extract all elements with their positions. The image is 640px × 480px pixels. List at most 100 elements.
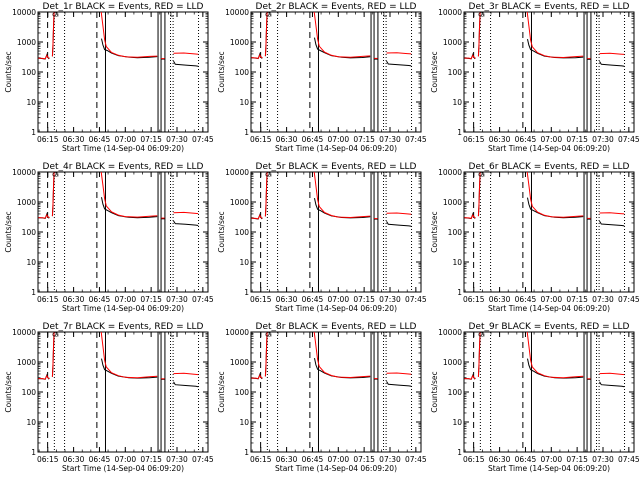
- x-tick-label: 07:30: [379, 455, 401, 464]
- x-axis-label: Start Time (14-Sep-04 06:09:20): [275, 144, 397, 153]
- x-tick-label: 07:15: [140, 455, 162, 464]
- series-lld-line: [38, 374, 50, 380]
- x-tick-label: 07:15: [353, 295, 375, 304]
- x-tick-label: 07:30: [592, 135, 614, 144]
- series-lld-line: [526, 172, 584, 218]
- series-lld-line: [264, 12, 268, 57]
- series-events-line: [527, 197, 584, 219]
- y-tick-label: 1000: [230, 198, 249, 207]
- marker-label: a: [55, 11, 59, 19]
- x-axis-label: Start Time (14-Sep-04 06:09:20): [62, 304, 184, 313]
- x-tick-label: 07:15: [566, 295, 588, 304]
- y-tick-label: 1000: [443, 198, 462, 207]
- panel-title: Det_2r BLACK = Events, RED = LLD: [256, 2, 417, 12]
- y-tick-label: 100: [235, 388, 250, 397]
- marker-label: c: [265, 11, 269, 19]
- x-axis-label: Start Time (14-Sep-04 06:09:20): [275, 464, 397, 473]
- x-tick-label: 07:15: [566, 455, 588, 464]
- detector-panel: Det_8r BLACK = Events, RED = LLD 1 10 100 10…: [217, 322, 427, 473]
- axes-frame: [250, 331, 422, 453]
- x-tick-label: 07:30: [166, 295, 188, 304]
- series-lld-line: [526, 12, 584, 59]
- plot-area: [38, 332, 199, 388]
- marker-label: c: [265, 331, 269, 339]
- x-tick-label: 06:45: [89, 295, 111, 304]
- x-tick-label: 07:30: [166, 135, 188, 144]
- marker-label: L: [596, 331, 600, 339]
- series-events-line: [527, 38, 584, 59]
- x-tick-label: 06:30: [489, 455, 511, 464]
- x-tick-label: 06:45: [89, 135, 111, 144]
- x-tick-label: 07:30: [379, 295, 401, 304]
- axes-frame: [463, 11, 635, 133]
- x-tick-label: 07:30: [379, 135, 401, 144]
- x-tick-label: 06:15: [250, 455, 272, 464]
- x-tick-label: 07:15: [353, 455, 375, 464]
- y-axis-label: Counts/sec: [4, 371, 13, 412]
- detector-panel: Det_2r BLACK = Events, RED = LLD 1 10 100 10…: [217, 2, 427, 153]
- series-lld-line: [100, 172, 158, 218]
- panel-title: Det_7r BLACK = Events, RED = LLD: [43, 322, 204, 332]
- series-events-line: [173, 220, 199, 226]
- series-lld-line: [251, 374, 263, 380]
- series-lld-line: [100, 12, 158, 58]
- series-lld-line: [38, 213, 50, 219]
- series-lld-line: [51, 172, 55, 217]
- x-tick-label: 06:30: [276, 295, 298, 304]
- marker-label: a: [55, 171, 59, 179]
- marker-label: a: [481, 331, 485, 339]
- y-tick-label: 1: [457, 448, 462, 457]
- plot-area: [464, 12, 625, 67]
- y-tick-label: 100: [448, 68, 463, 77]
- marker-label: L: [383, 331, 387, 339]
- series-lld-line: [100, 332, 158, 379]
- x-tick-label: 07:00: [114, 135, 136, 144]
- y-tick-label: 1: [244, 288, 249, 297]
- y-tick-label: 10000: [12, 8, 36, 17]
- y-tick-label: 10000: [12, 168, 36, 177]
- x-tick-label: 07:00: [327, 455, 349, 464]
- marker-label: a: [268, 331, 272, 339]
- y-tick-label: 1000: [230, 358, 249, 367]
- series-lld-line: [599, 52, 625, 55]
- plot-area: [464, 172, 625, 227]
- detector-panel: Det_5r BLACK = Events, RED = LLD 1 10 100 10…: [217, 162, 427, 313]
- y-axis-label: Counts/sec: [430, 371, 439, 412]
- y-tick-label: 100: [448, 228, 463, 237]
- x-tick-label: 06:15: [463, 295, 485, 304]
- plot-area: [251, 332, 412, 387]
- y-tick-label: 10: [452, 258, 462, 267]
- y-tick-label: 10: [239, 98, 249, 107]
- series-events-line: [599, 220, 625, 227]
- x-tick-label: 07:15: [140, 295, 162, 304]
- series-lld-line: [477, 172, 481, 217]
- y-axis-label: Counts/sec: [4, 211, 13, 252]
- marker-label: L: [383, 171, 387, 179]
- axes-frame: [37, 11, 209, 133]
- panel-title: Det_9r BLACK = Events, RED = LLD: [469, 322, 630, 332]
- x-axis-label: Start Time (14-Sep-04 06:09:20): [62, 144, 184, 153]
- x-tick-label: 07:00: [114, 455, 136, 464]
- x-tick-label: 06:15: [250, 135, 272, 144]
- series-lld-line: [51, 12, 55, 57]
- plot-area: [251, 172, 412, 227]
- x-tick-label: 07:30: [592, 455, 614, 464]
- series-lld-line: [173, 52, 199, 55]
- series-lld-line: [464, 213, 476, 219]
- marker-label: c: [52, 11, 56, 19]
- series-events-line: [599, 61, 625, 67]
- detector-panel: Det_9r BLACK = Events, RED = LLD 1 10 100 10…: [430, 322, 640, 473]
- x-tick-label: 07:45: [192, 455, 214, 464]
- x-tick-label: 06:45: [515, 295, 537, 304]
- y-tick-label: 10: [26, 258, 36, 267]
- x-tick-label: 07:30: [166, 455, 188, 464]
- panel-title: Det_6r BLACK = Events, RED = LLD: [469, 162, 630, 172]
- y-tick-label: 1: [31, 288, 36, 297]
- x-tick-label: 07:45: [405, 455, 427, 464]
- y-tick-label: 10: [452, 418, 462, 427]
- x-tick-label: 07:00: [114, 295, 136, 304]
- marker-label: a: [55, 331, 59, 339]
- series-lld-line: [386, 212, 412, 215]
- y-tick-label: 10: [239, 258, 249, 267]
- y-tick-label: 100: [22, 228, 37, 237]
